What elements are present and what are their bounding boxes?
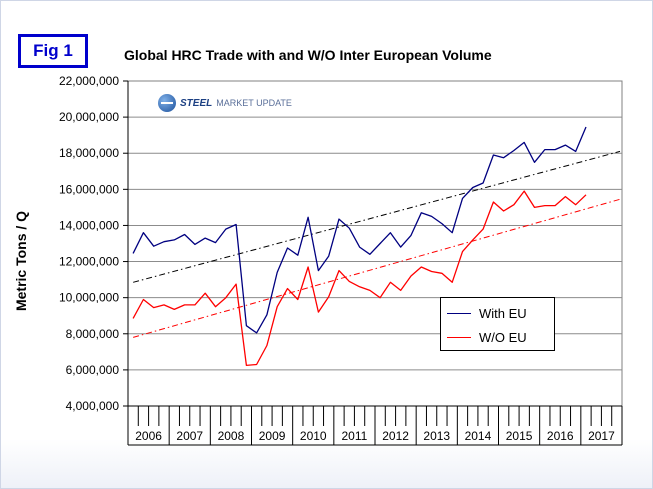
trendline-with-eu — [133, 150, 621, 283]
x-axis: 2006 2007 2008 2009 2010 2011 2012 2013 2014 2015… — [127, 405, 623, 446]
plot-border — [127, 80, 623, 407]
logo-word-steel: STEEL — [180, 97, 213, 109]
legend-swatch-with-eu — [447, 312, 471, 314]
x-year-label: 2013 — [423, 429, 450, 443]
x-year-label: 2008 — [218, 429, 245, 443]
x-year-label: 2006 — [135, 429, 162, 443]
x-year-label: 2007 — [176, 429, 203, 443]
chart-title: Global HRC Trade with and W/O Inter Euro… — [124, 47, 492, 63]
legend-swatch-wo-eu — [447, 336, 471, 338]
legend-item-wo-eu: W/O EU — [447, 328, 527, 346]
x-year-label: 2011 — [342, 429, 368, 443]
series-line-with-eu — [132, 126, 587, 334]
series-lines — [132, 126, 587, 367]
y-tick-label: 10,000,000 — [59, 291, 119, 305]
legend: With EU W/O EU — [440, 297, 555, 351]
legend-label-wo-eu: W/O EU — [479, 329, 527, 345]
x-year-label: 2010 — [300, 429, 327, 443]
x-year-label: 2014 — [465, 429, 492, 443]
legend-label-with-eu: With EU — [479, 305, 527, 321]
x-year-label: 2017 — [588, 429, 615, 443]
trendlines — [133, 150, 621, 338]
figure-label: Fig 1 — [18, 34, 88, 68]
series-line-wo-eu — [132, 190, 587, 367]
trendline-wo-eu — [133, 198, 621, 338]
x-year-label: 2016 — [547, 429, 574, 443]
logo-globe-icon — [158, 94, 176, 112]
logo: STEEL MARKET UPDATE — [158, 93, 292, 113]
y-tick-label: 16,000,000 — [59, 182, 119, 196]
x-year-label: 2009 — [259, 429, 286, 443]
y-tick-label: 8,000,000 — [66, 327, 120, 341]
y-tick-label: 12,000,000 — [59, 255, 119, 269]
x-year-label: 2015 — [506, 429, 533, 443]
y-tick-label: 4,000,000 — [66, 399, 120, 413]
y-tick-label: 20,000,000 — [59, 110, 119, 124]
plot-area — [127, 80, 623, 407]
legend-item-with-eu: With EU — [447, 304, 527, 322]
x-year-label: 2012 — [382, 429, 409, 443]
y-tick-label: 18,000,000 — [59, 146, 119, 160]
logo-word-market-update: MARKET UPDATE — [216, 98, 292, 108]
y-tick-label: 22,000,000 — [59, 74, 119, 88]
y-tick-label: 14,000,000 — [59, 218, 119, 232]
y-ticks: 4,000,000 6,000,000 8,000,000 10,000,000 12,… — [59, 74, 129, 413]
y-tick-label: 6,000,000 — [66, 363, 120, 377]
